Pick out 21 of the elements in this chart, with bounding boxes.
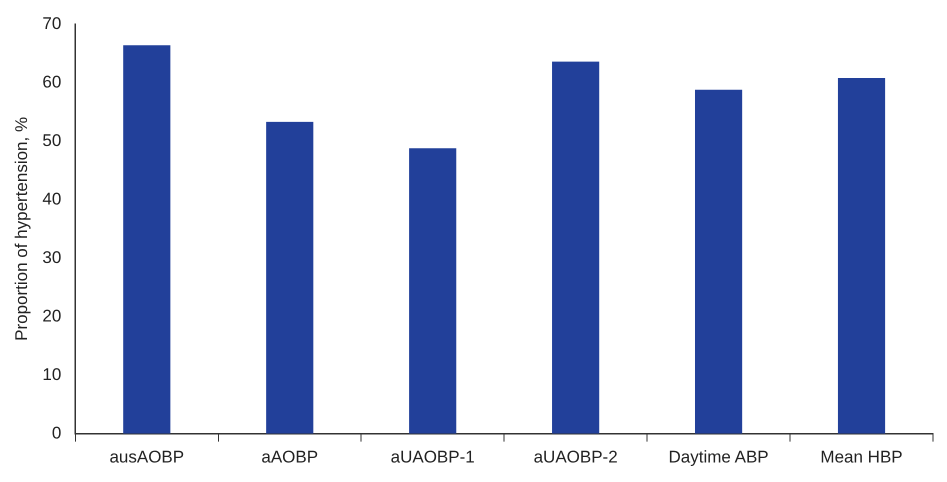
x-tick-label: aUAOBP-2 — [534, 447, 618, 466]
y-tick-label: 40 — [42, 189, 62, 208]
y-tick-label: 20 — [42, 306, 62, 326]
y-tick-label: 30 — [42, 248, 62, 267]
bar — [552, 62, 600, 434]
x-tick-label: aUAOBP-1 — [390, 447, 475, 466]
bar — [409, 148, 456, 434]
bar — [838, 78, 886, 434]
y-axis-title: Proportion of hypertension, % — [12, 116, 31, 341]
bar — [266, 122, 314, 434]
y-tick-label: 50 — [42, 130, 62, 150]
y-tick-label: 70 — [42, 14, 62, 33]
y-tick-label: 10 — [42, 364, 62, 384]
bar — [694, 90, 742, 434]
x-tick-label: Mean HBP — [820, 447, 903, 466]
x-tick-label: ausAOBP — [109, 447, 184, 466]
x-tick-label: aAOBP — [261, 447, 318, 466]
x-tick-label: Daytime ABP — [668, 447, 769, 466]
y-tick-label: 0 — [52, 423, 62, 442]
bar — [123, 45, 170, 434]
y-tick-label: 60 — [42, 72, 62, 92]
